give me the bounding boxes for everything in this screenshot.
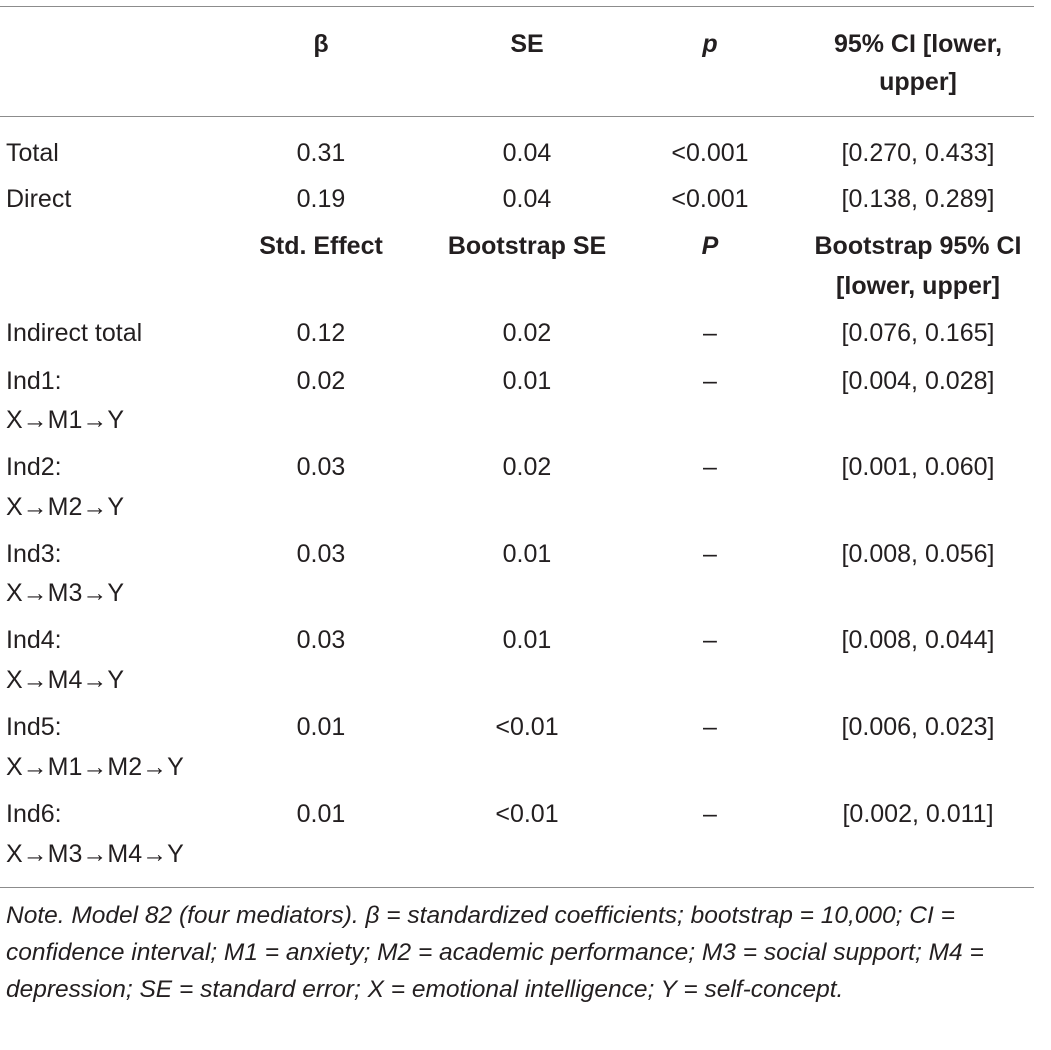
- row-effect: 0.03: [296, 626, 346, 654]
- row-ci: [0.076, 0.165]: [841, 319, 995, 347]
- row-se: <0.01: [495, 713, 559, 741]
- row-path: X→M3→Y: [6, 579, 125, 607]
- row-label: Ind2:: [6, 453, 62, 481]
- row-se: 0.01: [502, 626, 552, 654]
- row-se: <0.01: [495, 800, 559, 828]
- row-p: –: [703, 626, 717, 654]
- row-ci: [0.004, 0.028]: [841, 367, 995, 395]
- row-p: –: [703, 367, 717, 395]
- row-label: Ind3:: [6, 540, 62, 568]
- row-effect: 0.12: [296, 319, 346, 347]
- row-beta: 0.19: [296, 185, 346, 213]
- header-p: p: [702, 30, 718, 58]
- row-se: 0.04: [502, 185, 552, 213]
- row-p: –: [703, 453, 717, 481]
- row-ci: [0.002, 0.011]: [842, 800, 994, 828]
- row-se: 0.01: [502, 367, 552, 395]
- row-path: X→M2→Y: [6, 493, 125, 521]
- row-p: –: [703, 540, 717, 568]
- row-effect: 0.02: [296, 367, 346, 395]
- subheader-ci-line1: Bootstrap 95% CI: [814, 232, 1022, 260]
- row-p: <0.001: [671, 139, 749, 167]
- subheader-bootstrap-se: Bootstrap SE: [447, 232, 607, 260]
- row-label: Ind4:: [6, 626, 62, 654]
- header-ci-line2: upper]: [879, 68, 957, 96]
- row-se: 0.02: [502, 319, 552, 347]
- row-p: –: [703, 713, 717, 741]
- row-beta: 0.31: [296, 139, 346, 167]
- row-p: –: [703, 319, 717, 347]
- subheader-ci-line2: [lower, upper]: [836, 272, 1000, 300]
- row-path: X→M3→M4→Y: [6, 840, 184, 868]
- row-ci: [0.008, 0.044]: [841, 626, 995, 654]
- row-se: 0.04: [502, 139, 552, 167]
- subheader-p: P: [701, 232, 719, 260]
- row-label: Ind1:: [6, 367, 62, 395]
- row-path: X→M1→M2→Y: [6, 753, 184, 781]
- row-label: Direct: [6, 185, 72, 213]
- row-ci: [0.001, 0.060]: [841, 453, 995, 481]
- row-se: 0.01: [502, 540, 552, 568]
- row-ci: [0.006, 0.023]: [841, 713, 995, 741]
- row-p: <0.001: [671, 185, 749, 213]
- row-path: X→M4→Y: [6, 666, 125, 694]
- subheader-std-effect: Std. Effect: [259, 232, 383, 260]
- row-label: Ind6:: [6, 800, 62, 828]
- row-se: 0.02: [502, 453, 552, 481]
- bottom-rule: [0, 887, 1034, 888]
- row-label: Ind5:: [6, 713, 62, 741]
- row-path: X→M1→Y: [6, 406, 125, 434]
- header-rule: [0, 116, 1034, 117]
- row-effect: 0.01: [296, 800, 346, 828]
- row-label: Total: [6, 139, 59, 167]
- header-ci-line1: 95% CI [lower,: [833, 30, 1003, 58]
- top-rule: [0, 6, 1034, 7]
- row-effect: 0.03: [296, 540, 346, 568]
- row-effect: 0.03: [296, 453, 346, 481]
- table-note: Note. Model 82 (four mediators). β = sta…: [6, 902, 984, 1003]
- row-ci: [0.138, 0.289]: [841, 185, 995, 213]
- header-beta: β: [313, 30, 329, 58]
- row-ci: [0.008, 0.056]: [841, 540, 995, 568]
- header-se: SE: [510, 30, 544, 58]
- row-ci: [0.270, 0.433]: [841, 139, 995, 167]
- row-p: –: [703, 800, 717, 828]
- row-effect: 0.01: [296, 713, 346, 741]
- row-label: Indirect total: [6, 319, 143, 347]
